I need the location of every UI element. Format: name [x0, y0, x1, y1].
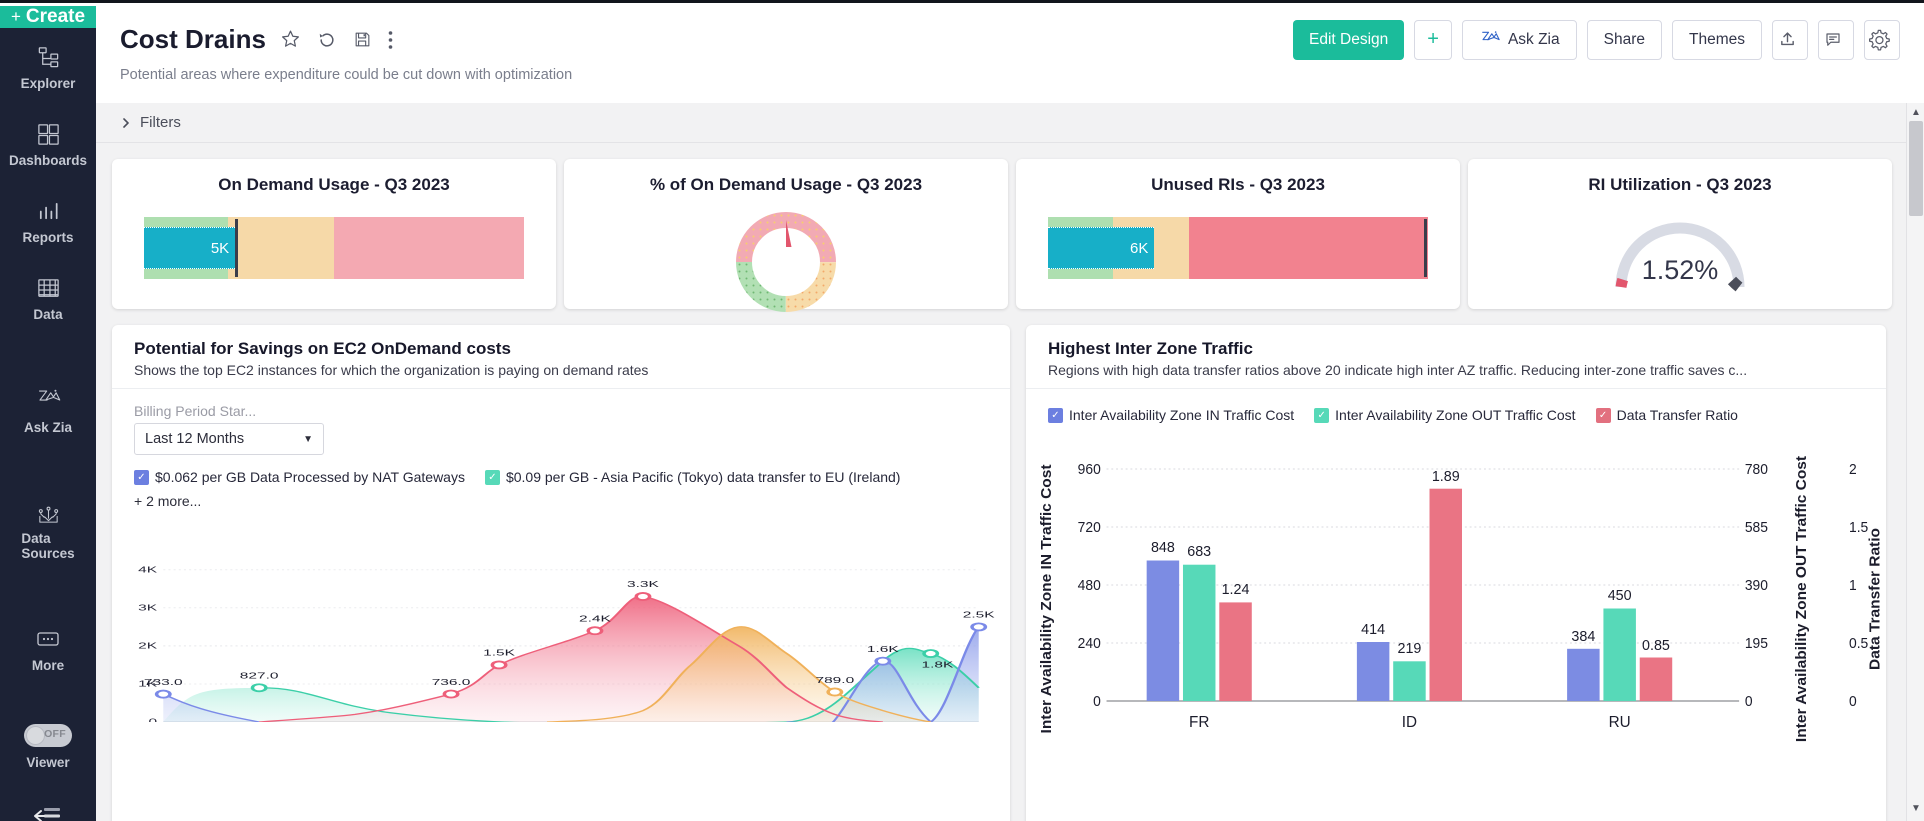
svg-text:1.5K: 1.5K [483, 648, 516, 657]
svg-text:Inter Availability Zone OUT Tr: Inter Availability Zone OUT Traffic Cost [1793, 456, 1810, 742]
svg-text:0.85: 0.85 [1642, 638, 1670, 654]
svg-text:Inter Availability Zone IN Tra: Inter Availability Zone IN Traffic Cost [1038, 465, 1055, 734]
svg-text:827.0: 827.0 [240, 671, 279, 680]
svg-text:1.6K: 1.6K [867, 645, 900, 654]
svg-text:240: 240 [1078, 636, 1101, 652]
svg-text:3.3K: 3.3K [627, 580, 660, 589]
svg-text:1: 1 [1849, 578, 1857, 594]
svg-text:390: 390 [1745, 578, 1768, 594]
svg-text:0.5: 0.5 [1849, 636, 1868, 652]
svg-text:414: 414 [1361, 622, 1385, 638]
svg-text:384: 384 [1571, 629, 1595, 645]
svg-text:3K: 3K [138, 603, 158, 612]
svg-text:2.4K: 2.4K [579, 614, 612, 623]
svg-text:219: 219 [1397, 641, 1421, 657]
svg-text:195: 195 [1745, 636, 1768, 652]
svg-text:2.5K: 2.5K [963, 610, 996, 619]
svg-text:848: 848 [1151, 540, 1175, 556]
svg-text:720: 720 [1078, 520, 1101, 536]
svg-text:0: 0 [148, 717, 157, 722]
svg-text:FR: FR [1189, 714, 1209, 731]
svg-text:1.5: 1.5 [1849, 520, 1868, 536]
svg-text:1.24: 1.24 [1222, 582, 1250, 598]
svg-text:480: 480 [1078, 578, 1101, 594]
svg-text:2: 2 [1849, 462, 1857, 478]
svg-text:0: 0 [1849, 694, 1857, 710]
svg-text:Data Transfer Ratio: Data Transfer Ratio [1867, 528, 1884, 670]
svg-text:733.0: 733.0 [144, 678, 183, 687]
svg-text:683: 683 [1187, 544, 1211, 560]
svg-text:1.8K: 1.8K [922, 660, 955, 669]
svg-text:780: 780 [1745, 462, 1768, 478]
svg-text:789.0: 789.0 [815, 676, 854, 685]
svg-text:736.0: 736.0 [432, 678, 471, 687]
svg-text:4K: 4K [138, 565, 158, 574]
svg-text:2K: 2K [138, 641, 158, 650]
svg-text:450: 450 [1608, 588, 1632, 604]
svg-text:ID: ID [1402, 714, 1417, 731]
svg-text:1.52%: 1.52% [1642, 255, 1719, 285]
svg-text:585: 585 [1745, 520, 1768, 536]
svg-text:1.89: 1.89 [1432, 469, 1460, 485]
svg-text:960: 960 [1078, 462, 1101, 478]
svg-text:RU: RU [1609, 714, 1631, 731]
svg-text:0: 0 [1745, 694, 1753, 710]
svg-text:0: 0 [1093, 694, 1101, 710]
